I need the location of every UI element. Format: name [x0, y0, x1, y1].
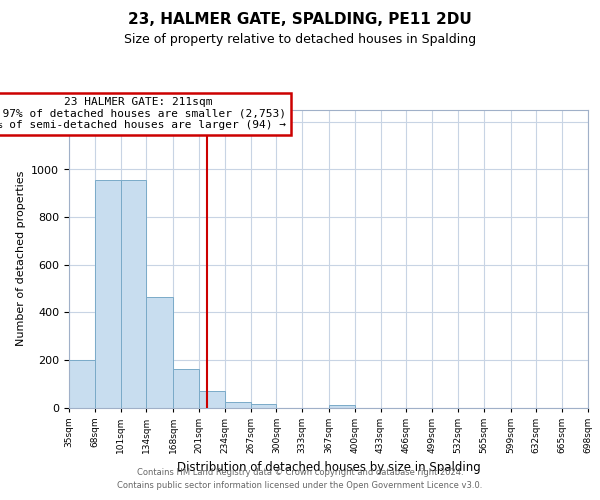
Bar — [95, 180, 121, 408]
Bar — [69, 360, 95, 408]
Bar — [251, 404, 277, 407]
Y-axis label: Number of detached properties: Number of detached properties — [16, 171, 26, 346]
Text: Size of property relative to detached houses in Spalding: Size of property relative to detached ho… — [124, 32, 476, 46]
Bar — [225, 402, 251, 407]
Text: Contains HM Land Registry data © Crown copyright and database right 2024.
Contai: Contains HM Land Registry data © Crown c… — [118, 468, 482, 490]
Text: 23, HALMER GATE, SPALDING, PE11 2DU: 23, HALMER GATE, SPALDING, PE11 2DU — [128, 12, 472, 28]
X-axis label: Distribution of detached houses by size in Spalding: Distribution of detached houses by size … — [176, 461, 481, 474]
Bar — [199, 391, 225, 407]
Bar — [329, 405, 355, 407]
Text: 23 HALMER GATE: 211sqm
← 97% of detached houses are smaller (2,753)
3% of semi-d: 23 HALMER GATE: 211sqm ← 97% of detached… — [0, 97, 286, 130]
Bar — [173, 370, 199, 408]
Bar — [121, 180, 146, 408]
Bar — [146, 297, 173, 408]
